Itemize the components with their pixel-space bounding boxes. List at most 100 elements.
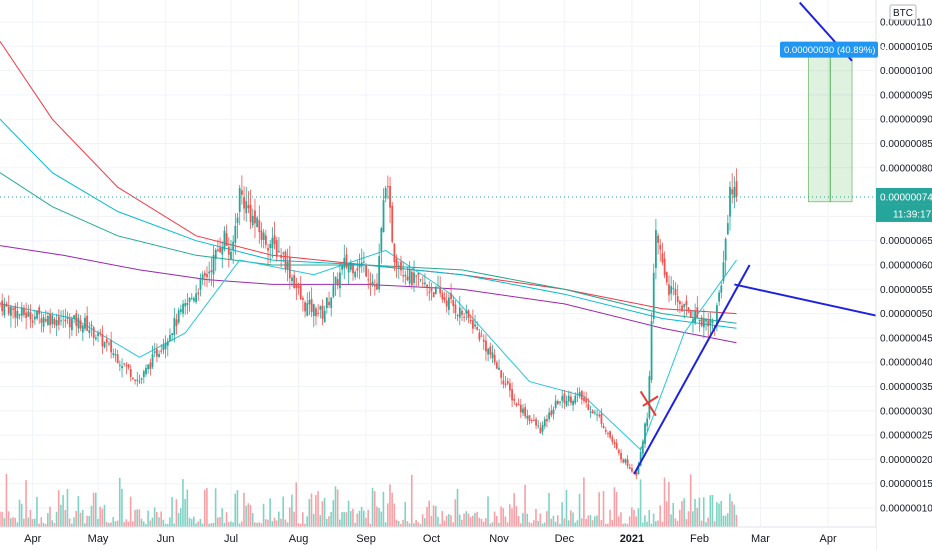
volume-bar bbox=[607, 523, 609, 527]
volume-bar bbox=[657, 520, 659, 527]
volume-bar bbox=[378, 507, 380, 527]
candle-body bbox=[395, 258, 398, 267]
candle-body bbox=[138, 381, 141, 383]
volume-bars bbox=[0, 473, 738, 527]
candle-body bbox=[47, 316, 49, 325]
volume-bar bbox=[179, 508, 182, 527]
volume-bar bbox=[190, 519, 193, 527]
volume-bar bbox=[384, 522, 387, 527]
volume-bar bbox=[726, 513, 729, 527]
candle-body bbox=[635, 472, 638, 476]
candle-body bbox=[617, 450, 620, 453]
candle-body bbox=[354, 271, 357, 277]
candle-body bbox=[382, 200, 385, 233]
candle-body bbox=[97, 333, 99, 336]
candle-body bbox=[225, 233, 228, 246]
candle-body bbox=[110, 339, 113, 353]
volume-bar bbox=[711, 495, 714, 527]
volume-bar bbox=[199, 518, 202, 527]
volume-bar bbox=[293, 511, 295, 527]
time-tick-label: 2021 bbox=[620, 533, 644, 545]
volume-bar bbox=[528, 522, 531, 527]
volume-bar bbox=[114, 521, 117, 527]
candle-body bbox=[160, 350, 163, 352]
volume-bar bbox=[729, 493, 731, 527]
candle-body bbox=[291, 277, 293, 282]
candle-body bbox=[134, 379, 137, 381]
volume-bar bbox=[519, 523, 522, 527]
candle-body bbox=[158, 354, 160, 357]
candle-body bbox=[724, 238, 727, 261]
candle-body bbox=[42, 317, 45, 327]
volume-bar bbox=[668, 481, 670, 527]
candle-body bbox=[493, 354, 496, 363]
volume-bar bbox=[665, 501, 668, 527]
volume-bar bbox=[16, 522, 19, 527]
candle-body bbox=[341, 265, 344, 270]
volume-bar bbox=[38, 523, 40, 527]
volume-bar bbox=[413, 523, 415, 527]
volume-bar bbox=[404, 501, 407, 527]
volume-bar bbox=[291, 494, 293, 527]
candle-body bbox=[260, 230, 263, 240]
volume-bar bbox=[676, 520, 679, 527]
price-tick-label: 0.00000055 bbox=[880, 285, 932, 296]
volume-bar bbox=[705, 522, 707, 527]
volume-bar bbox=[389, 484, 391, 527]
candle-body bbox=[365, 265, 367, 277]
volume-bar bbox=[365, 517, 367, 527]
candle-body bbox=[363, 261, 365, 263]
candle-body bbox=[580, 391, 583, 400]
candle-body bbox=[190, 297, 193, 299]
candle-body bbox=[450, 293, 452, 300]
candle-body bbox=[184, 303, 187, 307]
candle-body bbox=[543, 418, 546, 427]
candle-body bbox=[306, 303, 309, 316]
volume-bar bbox=[648, 510, 651, 527]
moving-average-line bbox=[0, 118, 737, 329]
countdown-label: 11:39:17 bbox=[893, 209, 932, 220]
candle-body bbox=[522, 408, 524, 414]
volume-bar bbox=[609, 509, 611, 527]
candle-body bbox=[378, 256, 381, 290]
volume-bar bbox=[687, 511, 690, 527]
volume-bar bbox=[546, 511, 548, 527]
volume-bar bbox=[273, 517, 276, 527]
moving-averages bbox=[0, 41, 737, 451]
candle-body bbox=[247, 205, 250, 209]
candle-body bbox=[563, 393, 566, 404]
volume-bar bbox=[524, 484, 526, 527]
volume-bar bbox=[716, 502, 718, 527]
volume-bar bbox=[485, 518, 487, 527]
volume-bar bbox=[478, 517, 481, 527]
candle-body bbox=[565, 400, 568, 406]
volume-bar bbox=[31, 519, 34, 527]
candle-body bbox=[511, 389, 513, 401]
candle-body bbox=[323, 310, 326, 323]
volume-bar bbox=[347, 500, 350, 527]
candle-body bbox=[546, 419, 548, 422]
volume-bar bbox=[641, 522, 644, 527]
candle-body bbox=[498, 367, 500, 370]
candle-body bbox=[79, 320, 82, 329]
price-tick-label: 0.00000025 bbox=[880, 431, 932, 442]
volume-bar bbox=[9, 518, 12, 527]
moving-average-line bbox=[0, 41, 737, 315]
volume-bar bbox=[735, 514, 738, 527]
candle-body bbox=[384, 188, 387, 199]
candle-body bbox=[421, 282, 424, 284]
candle-body bbox=[108, 343, 110, 345]
volume-bar bbox=[243, 492, 245, 527]
volume-bar bbox=[269, 498, 271, 527]
volume-bar bbox=[171, 497, 173, 527]
last-price-badge bbox=[876, 187, 932, 205]
volume-bar bbox=[402, 519, 404, 527]
time-tick-label: Sep bbox=[356, 533, 376, 545]
candle-body bbox=[75, 313, 78, 326]
volume-bar bbox=[71, 523, 73, 527]
candle-body bbox=[199, 278, 202, 290]
volume-bar bbox=[500, 506, 502, 527]
candle-body bbox=[489, 346, 492, 355]
